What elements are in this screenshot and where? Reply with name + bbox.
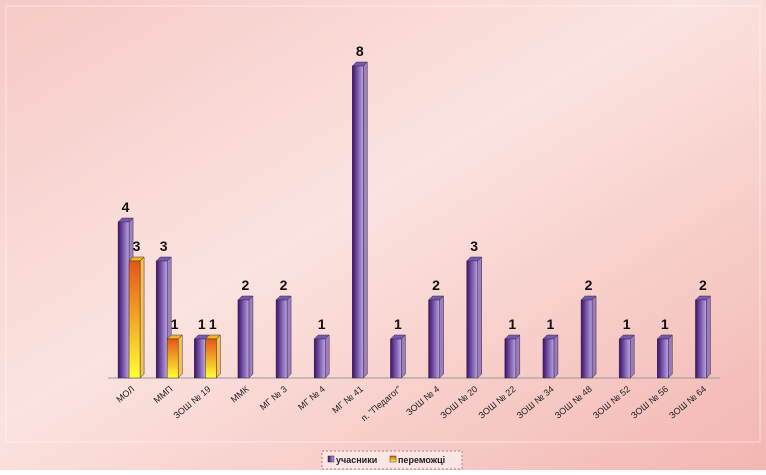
bar [390,338,402,379]
data-label: 1 [198,316,206,332]
bar [237,299,250,379]
bar-side [248,295,254,379]
data-label: 1 [547,316,555,332]
data-label: 3 [160,238,168,254]
bar [166,338,179,379]
legend-swatch [327,455,335,463]
data-label: 2 [242,277,250,293]
data-label: 2 [432,277,440,293]
bar-side [706,295,711,379]
bar-side [286,295,292,379]
bar-side [401,334,406,379]
bar [580,299,593,379]
data-label: 1 [209,316,217,332]
legend-label: учасники [336,455,377,465]
plot-frame [5,5,761,443]
bar [313,338,326,379]
data-label: 3 [133,238,141,254]
bar-side [553,334,559,379]
bar-side [668,334,673,379]
bar [504,338,517,379]
bar-side [439,295,444,379]
bar-side [629,334,635,379]
bar [155,260,168,379]
data-label: 1 [623,316,631,332]
data-label: 2 [699,277,707,293]
bar [205,338,217,379]
data-label: 1 [394,316,402,332]
data-label: 1 [318,316,326,332]
data-label: 1 [508,316,516,332]
data-label: 1 [661,316,669,332]
bar [428,299,440,379]
legend-swatch [389,455,397,463]
data-label: 2 [280,277,288,293]
bar-side [177,334,183,379]
bar [695,299,707,379]
bar [117,221,130,379]
bar [275,299,288,379]
bar-side [363,61,368,379]
bar-side [591,295,597,379]
data-label: 4 [122,199,130,215]
bar [466,260,478,379]
bar-side [515,334,521,379]
legend-label: переможці [398,455,445,465]
data-label: 2 [585,277,593,293]
bar-side [216,334,221,379]
bar-side [324,334,330,379]
data-label: 8 [356,43,364,59]
bar [657,338,669,379]
bar [128,260,141,379]
bar-side [477,256,482,379]
bar [352,65,364,379]
bar-side [139,256,145,379]
bar [194,338,206,379]
bar [618,338,631,379]
data-label: 3 [470,238,478,254]
bar [542,338,555,379]
data-label: 1 [171,316,179,332]
